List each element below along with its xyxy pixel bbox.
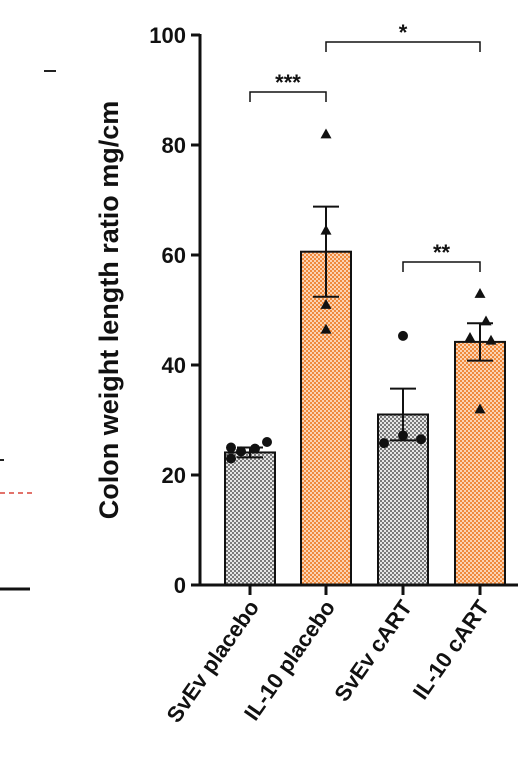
y-axis-title: Colon weight length ratio mg/cm xyxy=(94,101,124,520)
y-tick-label: 60 xyxy=(162,243,186,268)
bar xyxy=(224,451,276,587)
significance-bracket xyxy=(325,41,481,52)
significance-label: *** xyxy=(275,70,301,95)
y-tick-label: 80 xyxy=(162,133,186,158)
data-point xyxy=(236,446,246,457)
data-point xyxy=(485,334,497,345)
x-category-label: SvEv cART xyxy=(329,595,417,706)
data-point xyxy=(226,442,236,453)
significance-label: * xyxy=(399,20,408,45)
data-point xyxy=(262,437,272,447)
significance-bracket xyxy=(249,91,327,102)
data-point xyxy=(474,403,486,414)
adjacent-panel-fragment xyxy=(0,70,56,591)
y-tick-label: 40 xyxy=(162,353,186,378)
x-category-label: IL-10 cART xyxy=(408,595,495,704)
axes xyxy=(198,34,518,595)
data-point xyxy=(464,332,476,342)
data-point xyxy=(250,443,260,454)
data-points xyxy=(226,128,497,464)
y-axis-ticks: 0 20 40 60 80 100 xyxy=(149,23,200,598)
data-point xyxy=(226,453,236,464)
data-point xyxy=(398,330,408,341)
significance-brackets: ****** xyxy=(249,20,481,272)
data-point xyxy=(416,434,426,445)
y-tick-label: 100 xyxy=(149,23,186,48)
error-bars xyxy=(237,205,493,459)
significance-bracket xyxy=(402,261,481,272)
bars xyxy=(224,250,506,587)
significance-label: ** xyxy=(433,240,451,265)
bar xyxy=(454,340,506,586)
data-point xyxy=(320,128,332,139)
data-point xyxy=(379,438,389,449)
data-point xyxy=(474,288,486,298)
data-point xyxy=(320,299,332,309)
y-tick-label: 0 xyxy=(174,573,186,598)
data-point xyxy=(320,323,332,334)
y-tick-label: 20 xyxy=(162,463,186,488)
